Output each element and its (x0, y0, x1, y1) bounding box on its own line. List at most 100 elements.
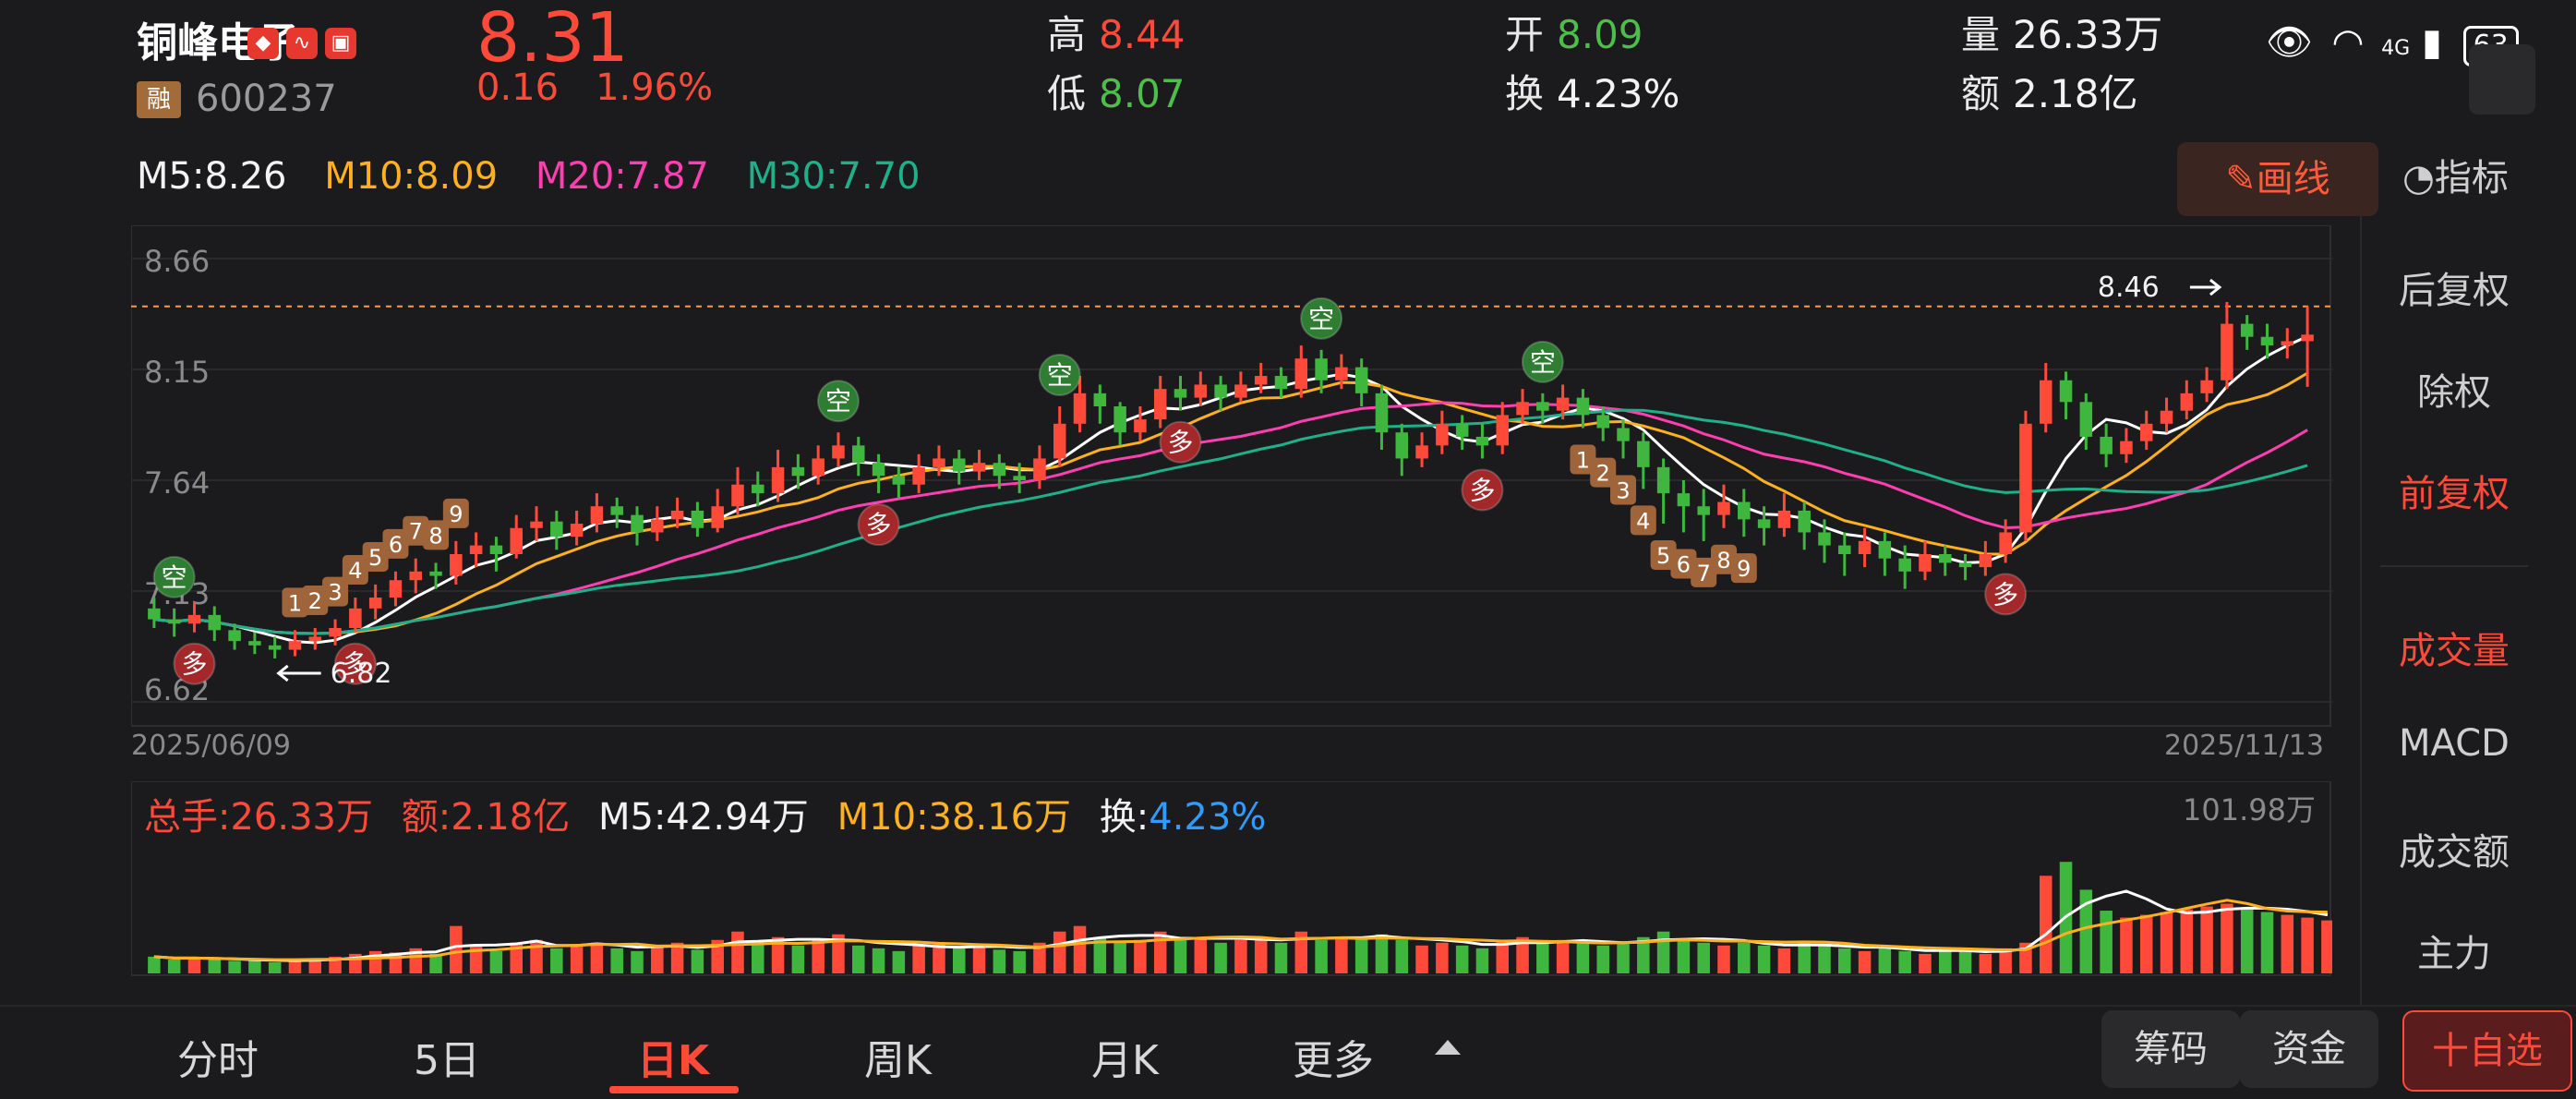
sequence-count-down: 9 (1730, 553, 1757, 584)
candle (952, 450, 966, 485)
candle (1798, 501, 1811, 550)
buy-signal: 多 (173, 642, 216, 685)
candle-body (752, 484, 764, 494)
chips-button[interactable]: 筹码 (2101, 1010, 2240, 1088)
candle-body (2260, 336, 2274, 346)
volume-bar (1013, 950, 1026, 973)
volume-bar (1818, 945, 1831, 973)
tab-5day[interactable]: 5日 (414, 1037, 480, 1084)
volume-bar (670, 942, 684, 973)
candle (590, 493, 604, 533)
candle (1073, 376, 1087, 433)
volume-bar (1838, 948, 1851, 973)
buy-signal-text: 多 (343, 649, 368, 680)
volume-bar (651, 945, 664, 973)
volume-bar (2240, 909, 2254, 973)
candle (691, 501, 704, 537)
candle (268, 636, 282, 658)
indicator-button[interactable]: ◔指标 (2402, 157, 2509, 199)
candle-body (187, 614, 201, 624)
sequence-count-up-text: 1 (288, 590, 302, 616)
candle (1757, 506, 1771, 546)
candle (2180, 380, 2194, 420)
candle-body (1838, 545, 1851, 554)
volume-bar (1375, 934, 1389, 973)
end-date: 2025/11/13 (2164, 730, 2324, 762)
candle (409, 558, 423, 594)
volume-bar (1898, 950, 1911, 973)
funds-button[interactable]: 资金 (2240, 1010, 2378, 1088)
tab-monthly-k[interactable]: 月K (1091, 1037, 1159, 1084)
volume-bar (731, 931, 744, 973)
active-tab-underline (609, 1086, 739, 1093)
tab-daily-k[interactable]: 日K (637, 1037, 710, 1084)
side-item-macd[interactable]: MACD (2399, 722, 2510, 765)
candle-body (1898, 558, 1911, 572)
candle (2221, 302, 2233, 390)
candle (1516, 389, 1529, 424)
add-watchlist-button[interactable]: 十自选 (2402, 1010, 2572, 1092)
candle-body (852, 445, 865, 464)
volume-bar (691, 949, 704, 973)
volume-bar (1073, 925, 1087, 973)
candle (1134, 406, 1147, 441)
volume-bar (208, 959, 222, 973)
candle (187, 601, 201, 633)
turnover-stat: 换 4.23% (1505, 71, 1680, 116)
side-item-pre-adjusted[interactable]: 前复权 (2399, 473, 2510, 515)
candle (1294, 345, 1308, 398)
side-item-amount[interactable]: 成交额 (2399, 831, 2510, 874)
candle (1656, 458, 1670, 525)
candle-body (1013, 476, 1026, 480)
candle-body (1214, 384, 1227, 398)
volume-chart[interactable] (131, 781, 2332, 977)
side-item-ex-rights[interactable]: 除权 (2417, 371, 2491, 414)
rotate-screen-button[interactable] (2469, 44, 2535, 115)
buy-signal-circle (857, 503, 900, 547)
volume-bar (832, 934, 845, 973)
tab-more[interactable]: 更多 (1293, 1037, 1374, 1084)
candle (1395, 423, 1409, 477)
candle (2039, 362, 2052, 433)
candle-body (450, 554, 463, 576)
sequence-count-up-box (403, 515, 429, 546)
volume-bar (993, 949, 1006, 973)
chart-frame (131, 225, 2331, 727)
candle (2100, 423, 2113, 467)
draw-line-button[interactable]: ✎画线 (2177, 142, 2378, 216)
volume-bar (1999, 948, 2012, 973)
sequence-count-up: 4 (342, 555, 368, 586)
candlestick-chart[interactable]: 8.668.157.647.136.62多多多多多多空空空空空123456789… (131, 225, 2332, 728)
sequence-count-down-box (1711, 544, 1738, 574)
sequence-count-up: 9 (442, 498, 469, 528)
candle-body (1556, 397, 1570, 411)
volume-bar (167, 959, 181, 973)
candle (1596, 406, 1609, 441)
tab-intraday[interactable]: 分时 (177, 1037, 259, 1084)
network-label: 4G (2381, 37, 2411, 60)
candle-body (1415, 445, 1428, 459)
candle-body (208, 614, 222, 631)
side-item-main-force[interactable]: 主力 (2417, 933, 2491, 975)
candle (1496, 402, 1510, 454)
candle (1556, 384, 1570, 420)
volume-bar (1536, 942, 1549, 973)
candle (349, 598, 362, 633)
volume-bar (1777, 948, 1791, 973)
candle-body (1878, 540, 1892, 559)
candle (852, 436, 865, 477)
sell-signal-circle (1521, 340, 1564, 383)
candle-body (268, 645, 282, 650)
buy-signal: 多 (1159, 420, 1202, 464)
side-item-post-adjusted[interactable]: 后复权 (2399, 270, 2510, 312)
candle-body (1536, 402, 1549, 411)
candle (550, 510, 563, 550)
volume-bar (1496, 939, 1510, 973)
tab-weekly-k[interactable]: 周K (864, 1037, 932, 1084)
candle (1436, 410, 1449, 454)
candle-body (1174, 389, 1187, 398)
candle (1214, 376, 1227, 411)
candle (2079, 392, 2093, 451)
sequence-count-up-text: 4 (348, 558, 362, 584)
side-item-volume[interactable]: 成交量 (2399, 630, 2510, 672)
